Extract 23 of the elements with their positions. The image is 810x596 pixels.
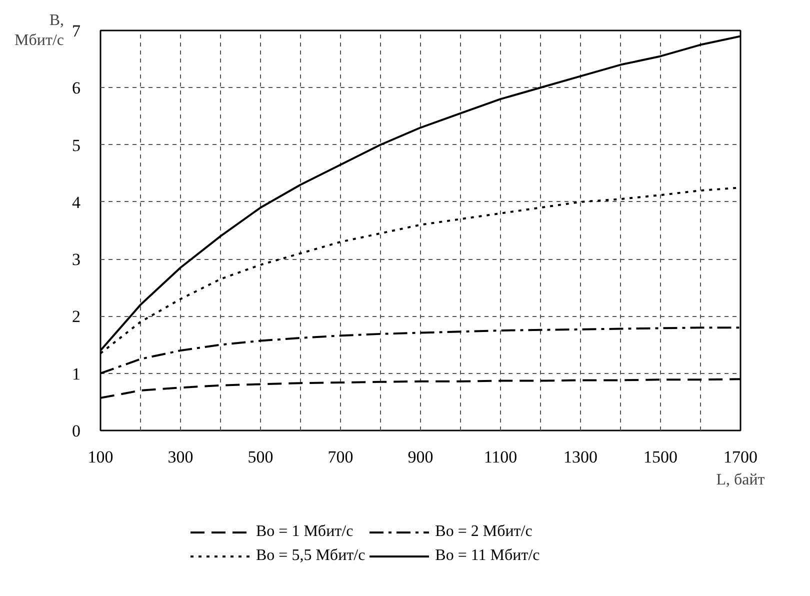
legend-label: Bo = 11 Мбит/с [435, 547, 540, 565]
y-tick-label: 5 [72, 136, 80, 155]
x-tick-label: 100 [88, 448, 114, 466]
x-tick-label: 700 [328, 448, 354, 466]
x-tick-label: 300 [168, 448, 194, 466]
x-tick-label: 500 [248, 448, 274, 466]
x-tick-label: 1300 [564, 448, 598, 466]
y-tick-label: 7 [72, 22, 81, 40]
x-axis-title: L, байт [716, 472, 765, 488]
y-tick-label: 1 [72, 364, 80, 384]
y-tick-label: 4 [72, 192, 81, 212]
y-tick-label: 0 [72, 422, 80, 440]
y-tick-label: 2 [72, 307, 80, 326]
legend-label: Bo = 1 Мбит/с [256, 523, 354, 541]
y-tick-label: 6 [72, 78, 80, 98]
legend-label: Bo = 2 Мбит/с [435, 523, 532, 541]
y-axis-title: B, Мбит/с [14, 12, 64, 50]
x-tick-label: 1700 [724, 448, 758, 466]
x-tick-label: 900 [408, 448, 434, 466]
x-tick-label: 1500 [644, 448, 678, 466]
legend-label: Bo = 5,5 Мбит/с [256, 547, 366, 565]
y-tick-label: 3 [72, 250, 80, 270]
x-tick-label: 1100 [484, 448, 518, 466]
